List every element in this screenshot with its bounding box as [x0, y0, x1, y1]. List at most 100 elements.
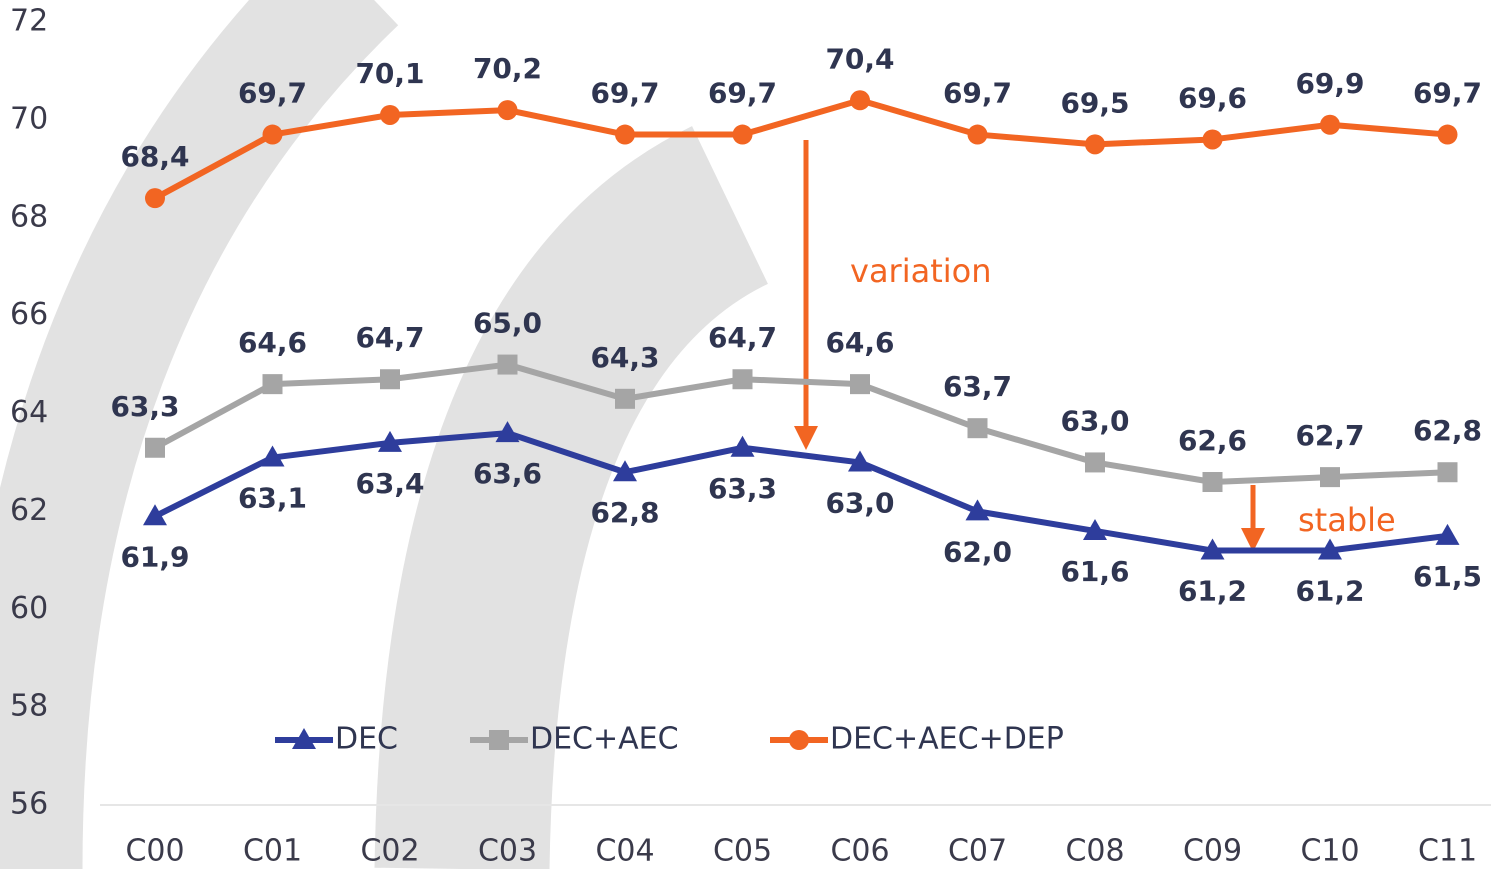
data-label: 69,7: [590, 77, 659, 110]
data-label: 69,7: [708, 77, 777, 110]
marker: [850, 90, 870, 111]
x-tick-label: C05: [713, 834, 772, 869]
marker: [260, 445, 285, 467]
marker: [145, 437, 165, 458]
annotation-text: stable: [1298, 501, 1396, 539]
series-line: [153, 97, 1448, 201]
marker: [380, 104, 400, 125]
marker: [848, 450, 872, 472]
data-label: 62,8: [1413, 414, 1482, 447]
marker: [613, 460, 637, 482]
legend-marker: [489, 730, 509, 750]
x-tick-label: C01: [243, 834, 302, 869]
x-tick-label: C07: [948, 834, 1007, 869]
legend-marker: [292, 728, 316, 749]
x-tick-label: C04: [595, 834, 654, 869]
data-label: 64,7: [355, 321, 424, 354]
data-label: 62,6: [1178, 424, 1247, 457]
marker: [1437, 462, 1458, 483]
marker: [1085, 134, 1105, 155]
marker: [143, 504, 167, 526]
data-label: 64,3: [590, 341, 659, 374]
legend-label: DEC+AEC+DEP: [830, 722, 1064, 757]
y-tick-label: 60: [10, 591, 48, 626]
data-label: 69,9: [1295, 67, 1364, 100]
marker: [732, 124, 753, 145]
y-tick-label: 58: [10, 689, 48, 724]
arrow-head: [1241, 528, 1265, 552]
x-tick-label: C08: [1065, 834, 1124, 869]
data-label: 63,0: [1060, 404, 1129, 437]
x-tick-label: C10: [1300, 834, 1359, 869]
marker: [1437, 124, 1458, 145]
marker: [380, 369, 400, 390]
marker: [1083, 518, 1107, 540]
background-decoration: [0, 0, 770, 869]
marker: [262, 124, 283, 145]
marker: [262, 374, 283, 395]
data-label: 61,9: [120, 540, 189, 573]
legend-label: DEC+AEC: [530, 722, 679, 757]
marker: [732, 369, 753, 390]
data-label: 63,4: [355, 467, 424, 500]
series-line: [153, 361, 1448, 486]
decor-arc: [0, 0, 399, 869]
data-label: 69,7: [1413, 77, 1482, 110]
marker: [967, 124, 988, 145]
marker: [1202, 472, 1223, 493]
marker: [1435, 523, 1460, 545]
data-label: 63,6: [473, 457, 542, 490]
y-tick-label: 62: [10, 493, 48, 528]
marker: [145, 188, 165, 209]
marker: [850, 374, 870, 395]
data-label: 61,5: [1413, 560, 1482, 593]
arrow-head: [794, 426, 818, 450]
data-label: 63,7: [943, 370, 1012, 403]
data-label: 63,3: [708, 472, 777, 505]
data-label: 63,3: [110, 390, 179, 423]
marker: [1318, 538, 1342, 560]
data-label: 61,2: [1178, 575, 1247, 608]
series-line: [153, 430, 1448, 554]
data-label: 64,6: [238, 326, 307, 359]
marker: [965, 499, 990, 521]
marker: [495, 421, 520, 443]
annotation-text: variation: [850, 252, 992, 290]
data-label: 69,5: [1060, 86, 1129, 119]
data-label: 64,6: [825, 326, 894, 359]
marker: [1085, 452, 1105, 473]
legend-marker: [789, 730, 809, 750]
marker: [497, 354, 518, 375]
marker: [615, 124, 635, 145]
data-label: 62,0: [943, 535, 1012, 568]
data-label: 61,6: [1060, 555, 1129, 588]
data-label: 63,1: [238, 482, 307, 515]
marker: [1320, 114, 1340, 135]
x-tick-label: C03: [478, 834, 537, 869]
marker: [497, 100, 518, 121]
y-tick-label: 56: [10, 787, 48, 822]
annotation-variation: variation: [794, 140, 992, 450]
x-tick-label: C02: [360, 834, 419, 869]
data-label: 62,8: [590, 496, 659, 529]
x-tick-label: C09: [1183, 834, 1242, 869]
marker: [1320, 467, 1340, 488]
data-label: 64,7: [708, 321, 777, 354]
data-label: 69,7: [238, 77, 307, 110]
y-tick-label: 64: [10, 395, 48, 430]
data-label: 69,7: [943, 77, 1012, 110]
data-label: 62,7: [1295, 419, 1364, 452]
x-tick-label: C11: [1418, 834, 1477, 869]
data-label: 70,1: [355, 57, 424, 90]
x-tick-label: C00: [125, 834, 184, 869]
data-label: 63,0: [825, 486, 894, 519]
annotation-stable: stable: [1241, 485, 1396, 552]
x-tick-label: C06: [830, 834, 889, 869]
legend-label: DEC: [335, 722, 398, 757]
y-tick-label: 70: [10, 101, 48, 136]
data-label: 68,4: [120, 140, 189, 173]
marker: [615, 388, 635, 409]
y-tick-label: 68: [10, 199, 48, 234]
marker: [967, 418, 988, 439]
